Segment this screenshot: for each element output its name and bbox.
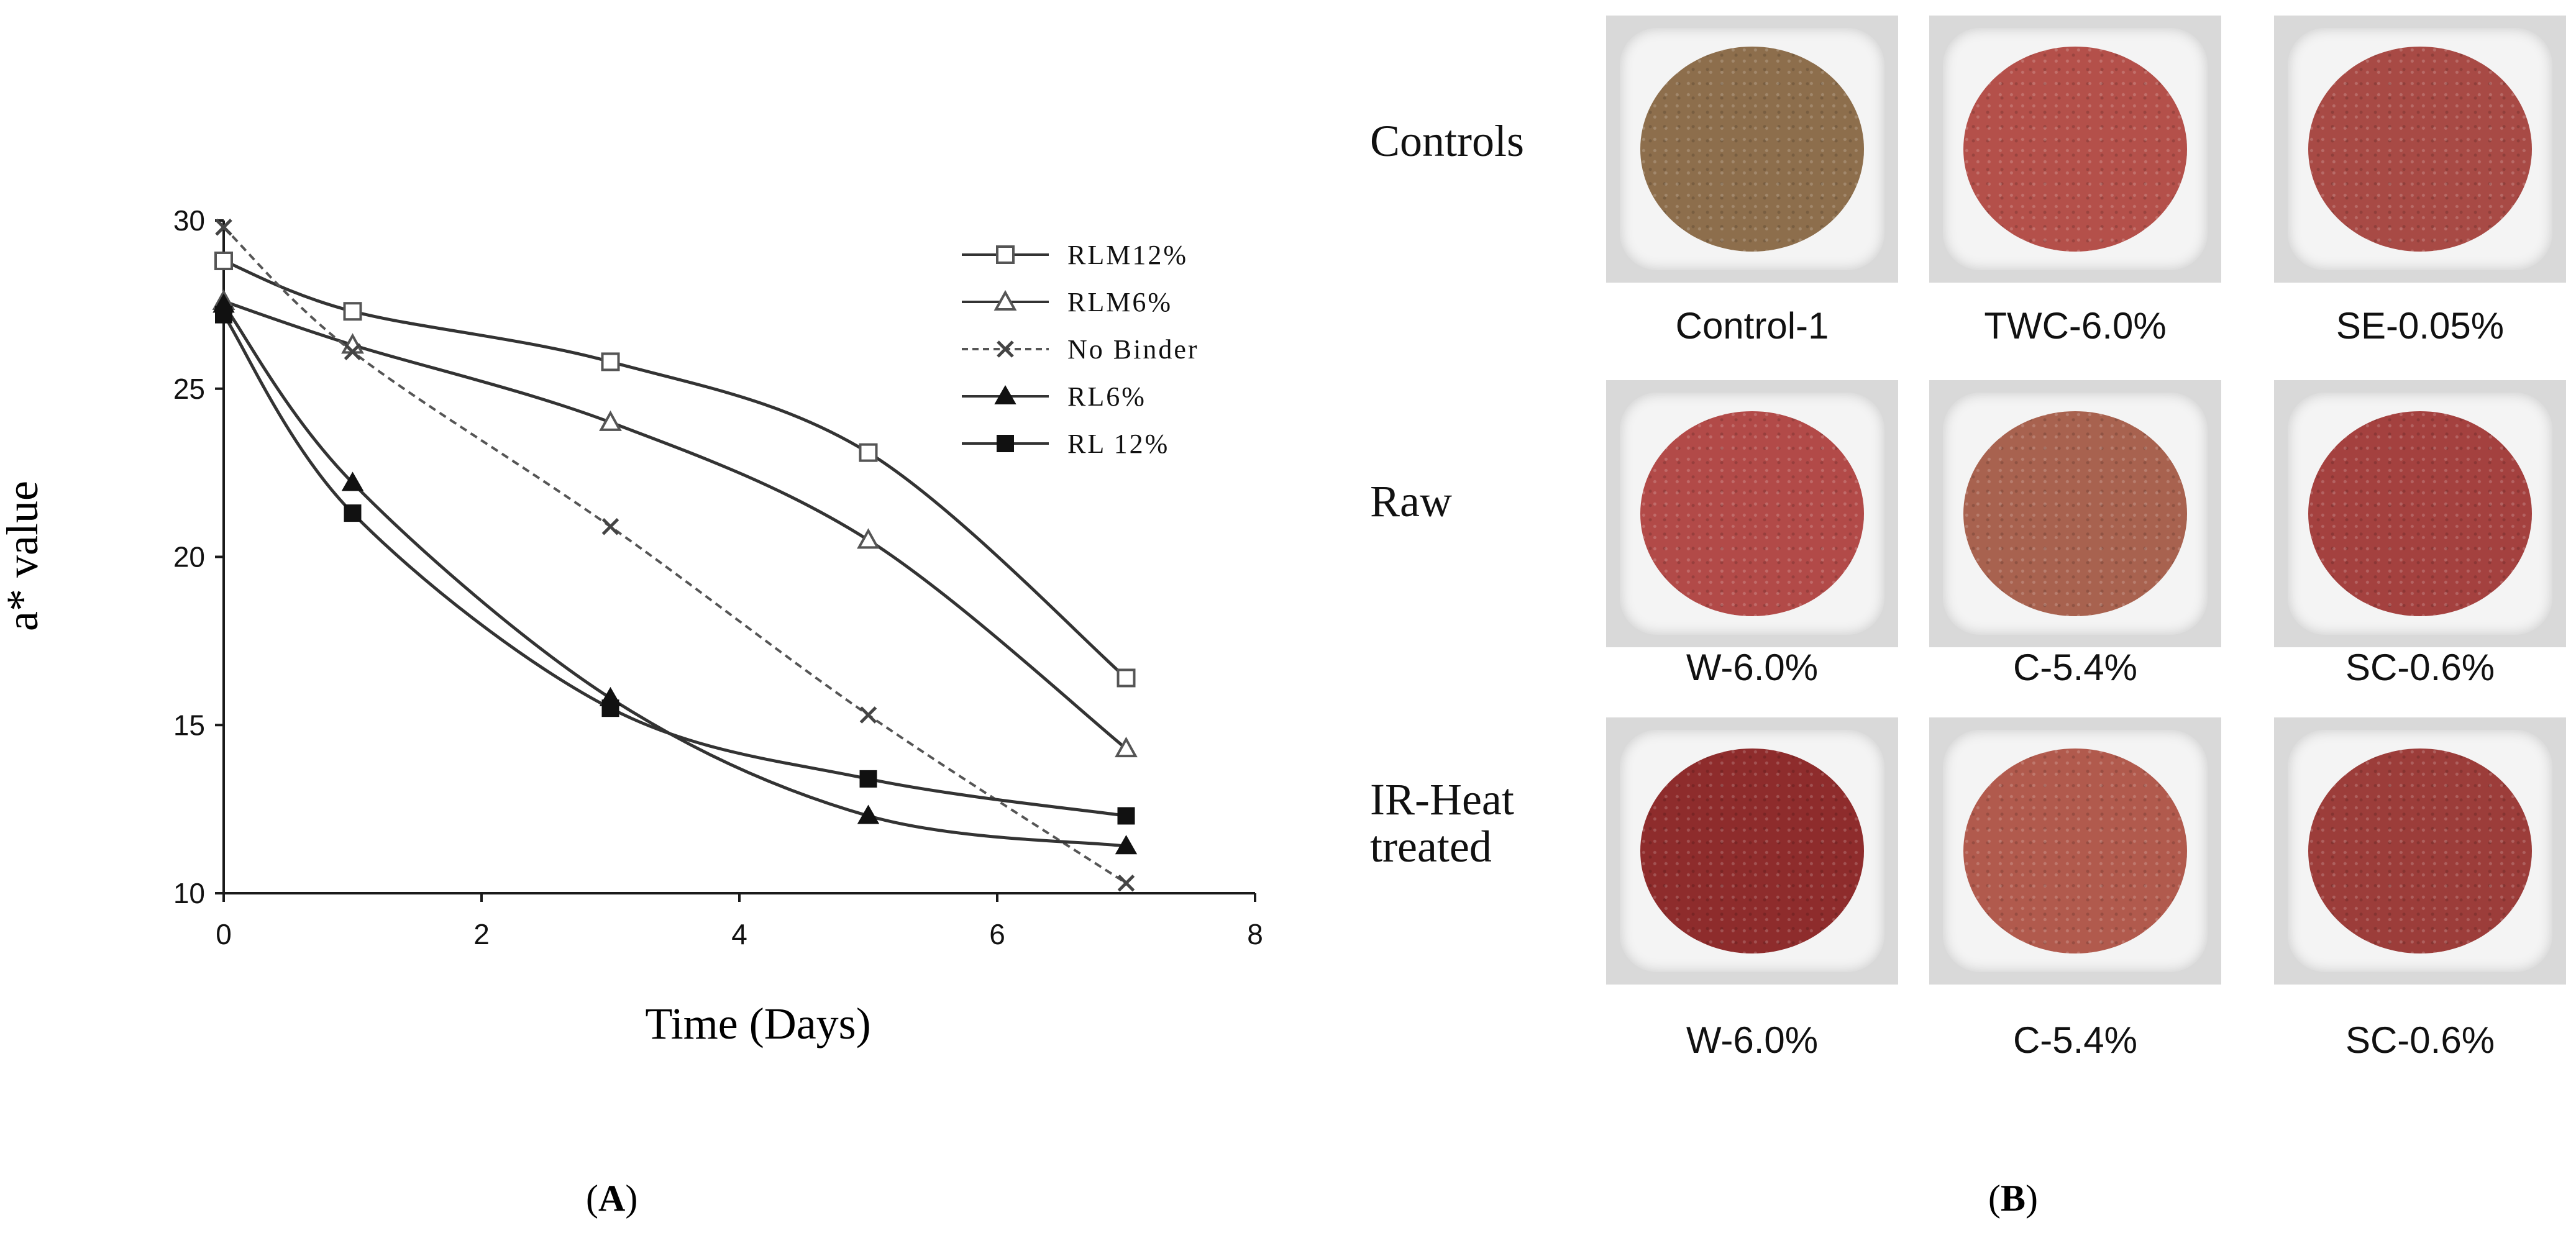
y-axis-title: a* value (0, 481, 47, 631)
legend-label-4: RL 12% (1067, 429, 1169, 459)
legend-label-0: RLM12% (1067, 240, 1188, 270)
row-label-0: Controls (1370, 116, 1525, 166)
data-point-3 (857, 804, 880, 824)
data-point-1 (857, 528, 880, 549)
legend-label-2: No Binder (1067, 334, 1199, 365)
row-label-line: Controls (1370, 116, 1525, 166)
patty-image (2308, 748, 2532, 953)
row-label-line: Raw (1370, 476, 1452, 526)
patty-photo (1929, 16, 2221, 283)
photo-caption: SC-0.6% (2345, 647, 2495, 688)
data-point-0 (1117, 668, 1136, 688)
patty-photo (2274, 16, 2566, 283)
data-point-4 (344, 504, 362, 522)
x-tick-label: 0 (216, 918, 232, 950)
data-point-2 (1117, 874, 1135, 892)
legend-marker-3 (994, 384, 1016, 404)
series-line-3 (222, 303, 1126, 848)
row-label-2: IR-Heat treated (1370, 776, 1514, 870)
series-line-0 (223, 259, 1128, 680)
legend-label-1: RLM6% (1067, 287, 1172, 317)
panel-label-b: (B) (1988, 1178, 2038, 1219)
legend-marker-4 (997, 435, 1014, 452)
data-point-3 (1115, 835, 1138, 855)
x-tick-label: 2 (473, 918, 490, 950)
patty-photo (1606, 717, 1898, 985)
row-label-line: treated (1370, 821, 1492, 871)
patty-photo (1929, 380, 2221, 647)
legend-label-3: RL6% (1067, 381, 1146, 412)
patty-image (2308, 47, 2532, 252)
series-line-4 (222, 314, 1126, 817)
data-point-2 (215, 219, 232, 236)
photo-caption: C-5.4% (2012, 1019, 2138, 1061)
patty-image (1963, 748, 2187, 953)
photo-caption: SE-0.05% (2336, 305, 2505, 347)
data-point-1 (1115, 737, 1138, 758)
x-tick-label: 6 (989, 918, 1005, 950)
data-point-0 (214, 251, 233, 270)
patty-photo (2274, 380, 2566, 647)
legend-marker-1 (993, 289, 1017, 311)
photo-caption: W-6.0% (1686, 1019, 1819, 1061)
data-point-2 (601, 517, 619, 535)
photo-caption: W-6.0% (1686, 647, 1819, 688)
y-tick-label: 30 (173, 204, 205, 237)
data-point-4 (1117, 807, 1135, 825)
y-tick-label: 25 (173, 373, 205, 405)
photo-caption: SC-0.6% (2345, 1019, 2495, 1061)
legend-marker-0 (996, 245, 1015, 264)
patty-image (1963, 411, 2187, 616)
photo-caption: Control-1 (1675, 305, 1829, 347)
data-point-2 (859, 706, 877, 724)
y-tick-label: 10 (173, 877, 205, 909)
y-tick-label: 15 (173, 709, 205, 741)
data-point-4 (859, 770, 877, 788)
y-tick-label: 20 (173, 541, 205, 573)
legend-marker-2 (997, 340, 1014, 358)
patty-photo (1606, 380, 1898, 647)
x-axis-title: Time (Days) (645, 999, 870, 1049)
data-point-0 (343, 302, 362, 321)
data-point-2 (344, 343, 362, 360)
patty-photo (2274, 717, 2566, 985)
x-tick-label: 8 (1247, 918, 1263, 950)
photo-caption: TWC-6.0% (1984, 305, 2167, 347)
data-point-0 (601, 352, 620, 371)
row-label-1: Raw (1370, 478, 1452, 526)
patty-photo (1929, 717, 2221, 985)
patty-image (1963, 47, 2187, 252)
patty-photo (1606, 16, 1898, 283)
data-point-0 (859, 443, 878, 462)
patty-image (1640, 47, 1864, 252)
data-point-4 (215, 306, 232, 324)
series-line-1 (223, 299, 1128, 750)
photo-caption: C-5.4% (2012, 647, 2138, 688)
panel-label-a: (A) (586, 1178, 638, 1219)
series-line-2 (222, 226, 1127, 885)
data-point-1 (599, 410, 622, 431)
patty-image (1640, 748, 1864, 953)
data-point-3 (341, 471, 364, 491)
row-label-line: IR-Heat (1370, 775, 1514, 824)
patty-image (2308, 411, 2532, 616)
data-point-4 (601, 699, 619, 717)
x-tick-label: 4 (731, 918, 747, 950)
patty-image (1640, 411, 1864, 616)
